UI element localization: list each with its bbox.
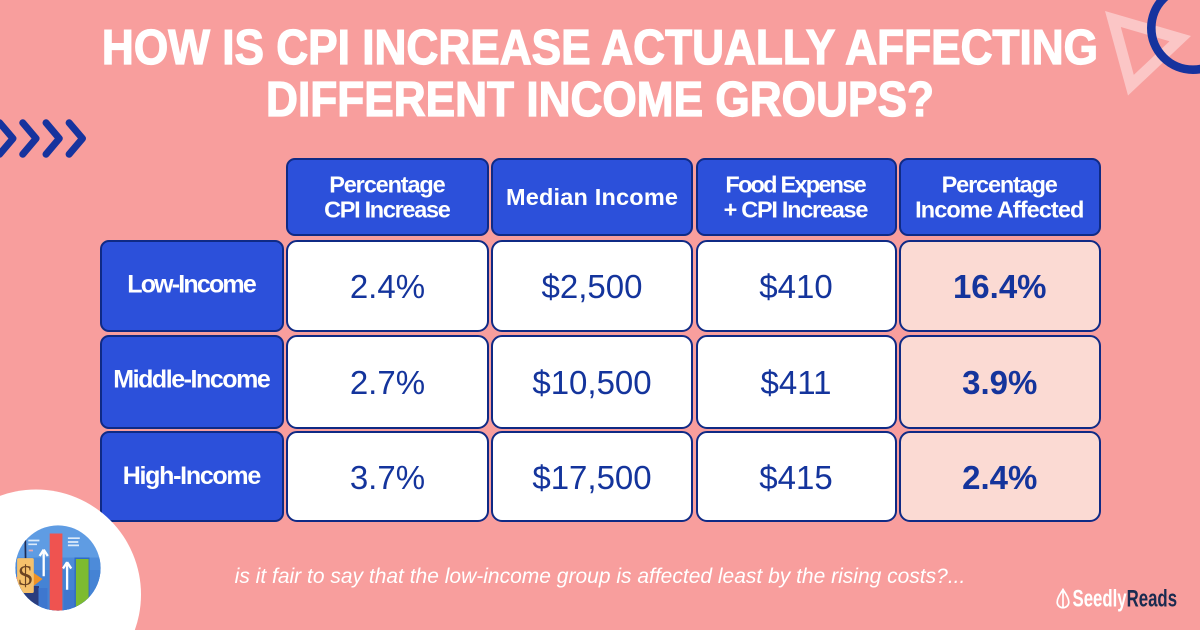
svg-text:+ CPI Increase: + CPI Increase [724, 196, 869, 222]
svg-text:Percentage: Percentage [942, 171, 1058, 197]
svg-text:Middle-Income: Middle-Income [113, 365, 271, 393]
svg-text:Low-Income: Low-Income [127, 271, 257, 299]
svg-text:High-Income: High-Income [123, 462, 262, 490]
svg-text:Income Affected: Income Affected [915, 196, 1084, 222]
svg-text:SeedlyReads: SeedlyReads [1073, 586, 1178, 613]
svg-text:CPI Increase: CPI Increase [324, 196, 451, 222]
svg-text:Percentage: Percentage [329, 171, 446, 197]
svg-text:$: $ [18, 560, 33, 592]
svg-text:Food Expense: Food Expense [725, 171, 866, 197]
svg-text:Median Income: Median Income [506, 184, 678, 210]
